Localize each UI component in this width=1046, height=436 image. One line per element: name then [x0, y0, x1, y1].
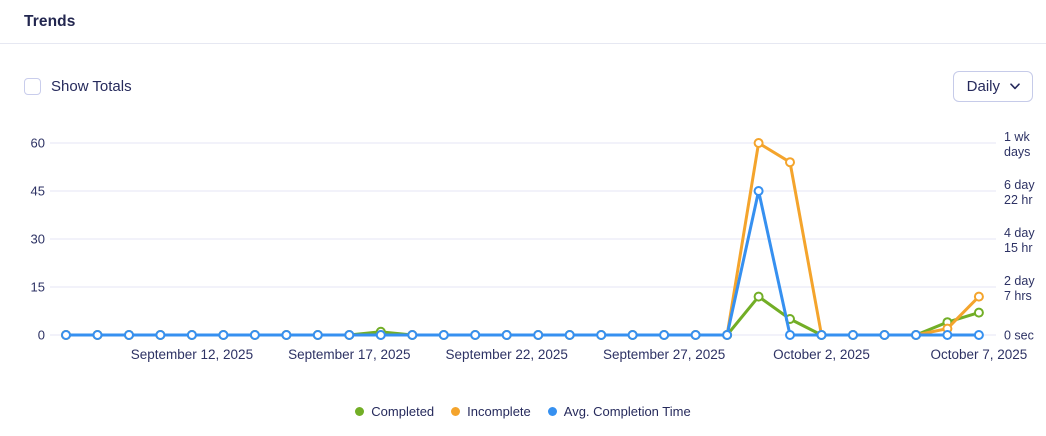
data-point-avg-completion-time[interactable]	[690, 330, 701, 340]
granularity-dropdown[interactable]: Daily	[952, 71, 1033, 102]
panel-header: Trends	[0, 0, 1046, 44]
left-axis-tick-label: 45	[31, 184, 45, 199]
left-axis-tick-label: 0	[38, 328, 45, 343]
series-line-completed	[64, 295, 981, 337]
x-axis-tick-label: September 22, 2025	[446, 347, 568, 362]
x-axis-tick-label: October 2, 2025	[773, 347, 870, 362]
show-totals-checkbox[interactable]	[24, 78, 41, 95]
data-point-avg-completion-time[interactable]	[312, 330, 323, 340]
series-line-avg-completion-time	[64, 189, 981, 337]
legend-item-completed[interactable]: Completed	[355, 404, 434, 419]
data-point-incomplete[interactable]	[785, 157, 795, 168]
right-axis-tick-label: 2 day 7 hrs	[1004, 274, 1035, 303]
legend-dot-avg-completion-time	[547, 406, 557, 416]
data-point-avg-completion-time[interactable]	[879, 330, 890, 340]
data-point-avg-completion-time[interactable]	[218, 330, 229, 340]
data-point-avg-completion-time[interactable]	[124, 330, 134, 340]
page-title: Trends	[24, 12, 76, 30]
data-point-avg-completion-time[interactable]	[407, 330, 418, 340]
data-point-avg-completion-time[interactable]	[596, 330, 607, 340]
data-point-avg-completion-time[interactable]	[501, 330, 512, 340]
data-point-avg-completion-time[interactable]	[249, 330, 260, 340]
left-axis-tick-label: 60	[31, 136, 45, 151]
x-axis-tick-label: September 17, 2025	[288, 347, 410, 362]
data-point-avg-completion-time[interactable]	[281, 330, 292, 340]
x-axis-tick-label: September 27, 2025	[603, 347, 725, 362]
right-axis-tick-label: 4 day 15 hr	[1004, 226, 1035, 255]
data-point-incomplete[interactable]	[753, 138, 764, 148]
right-axis-tick-label: 1 wk days	[1004, 130, 1030, 159]
data-point-incomplete[interactable]	[973, 291, 984, 302]
data-point-completed[interactable]	[753, 291, 764, 302]
trends-line-chart[interactable]: 0 15 30 45 60 0 sec 2 day 7 hrs 4 day 15 hr 6 day 2…	[0, 0, 1046, 390]
data-point-avg-completion-time[interactable]	[753, 186, 764, 196]
show-totals-control: Show Totals	[24, 78, 132, 95]
data-point-avg-completion-time[interactable]	[816, 330, 827, 340]
data-point-avg-completion-time[interactable]	[375, 330, 386, 340]
legend-dot-incomplete	[451, 406, 461, 416]
granularity-value: Daily	[966, 78, 1000, 95]
legend-label: Completed	[371, 403, 435, 419]
chevron-down-icon	[1010, 83, 1020, 90]
data-point-avg-completion-time[interactable]	[848, 330, 858, 340]
left-axis-tick-label: 15	[31, 280, 45, 295]
data-point-avg-completion-time[interactable]	[785, 330, 795, 340]
data-point-completed[interactable]	[973, 307, 984, 318]
data-point-avg-completion-time[interactable]	[973, 330, 984, 340]
data-point-avg-completion-time[interactable]	[61, 330, 71, 340]
data-point-avg-completion-time[interactable]	[438, 330, 449, 340]
show-totals-label: Show Totals	[51, 78, 132, 95]
data-point-avg-completion-time[interactable]	[564, 330, 575, 340]
data-point-avg-completion-time[interactable]	[186, 330, 197, 340]
data-point-avg-completion-time[interactable]	[470, 330, 481, 340]
data-point-avg-completion-time[interactable]	[155, 330, 166, 340]
legend-dot-completed	[355, 406, 365, 416]
data-point-avg-completion-time[interactable]	[722, 330, 733, 340]
data-point-avg-completion-time[interactable]	[911, 330, 921, 340]
legend-label: Incomplete	[467, 403, 531, 419]
chart-controls: Show Totals Daily	[24, 71, 1033, 102]
chart-legend: Completed Incomplete Avg. Completion Time	[0, 401, 1046, 421]
data-point-avg-completion-time[interactable]	[92, 330, 103, 340]
right-axis-tick-label: 6 day 22 hr	[1004, 178, 1035, 207]
data-point-avg-completion-time[interactable]	[659, 330, 670, 340]
x-axis-tick-label: October 7, 2025	[931, 347, 1028, 362]
data-point-avg-completion-time[interactable]	[533, 330, 544, 340]
data-point-avg-completion-time[interactable]	[942, 330, 953, 340]
legend-label: Avg. Completion Time	[563, 403, 691, 419]
legend-item-avg-completion-time[interactable]: Avg. Completion Time	[547, 403, 691, 419]
legend-item-incomplete[interactable]: Incomplete	[451, 404, 531, 419]
data-point-avg-completion-time[interactable]	[344, 330, 355, 340]
x-axis-tick-label: September 12, 2025	[131, 347, 253, 362]
right-axis-tick-label: 0 sec	[1004, 329, 1034, 343]
data-point-avg-completion-time[interactable]	[627, 330, 638, 340]
left-axis-tick-label: 30	[31, 232, 45, 247]
